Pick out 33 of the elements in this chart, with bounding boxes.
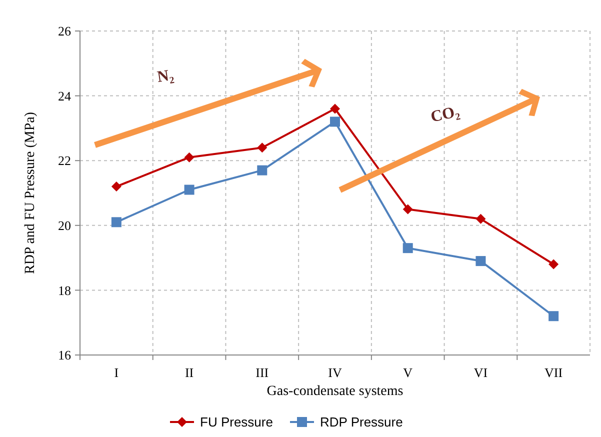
y-tick-label: 26 [58,24,72,39]
y-tick-label: 20 [58,218,71,233]
legend-label: FU Pressure [200,414,273,430]
point [257,165,268,176]
point [184,184,194,195]
point [402,204,413,214]
annotation: N₂ [156,66,175,86]
x-tick-label: V [403,365,414,380]
x-tick-label: III [256,365,269,380]
point [184,152,194,162]
point [476,214,486,224]
point [330,104,340,114]
x-tick-label: II [184,365,194,380]
x-tick-label: VI [474,365,488,380]
legend-label: RDP Pressure [320,414,403,430]
x-axis-title: Gas-condensate systems [266,384,404,399]
point [402,243,413,254]
point [257,142,268,153]
x-tick-label: I [114,365,119,380]
y-tick-label: 18 [58,282,71,298]
point [111,217,122,228]
x-tick-label: IV [328,365,342,380]
x-tick-label: VII [544,365,563,380]
y-axis-title: RDP and FU Pressure (MPa) [23,112,38,274]
point [548,311,559,322]
y-tick-label: 22 [58,153,71,168]
point [330,116,340,127]
y-tick-label: 16 [58,348,72,363]
annotation: CO₂ [429,103,462,126]
point [476,256,486,266]
y-tick-label: 24 [58,88,72,104]
point [548,259,559,270]
point [111,182,122,192]
